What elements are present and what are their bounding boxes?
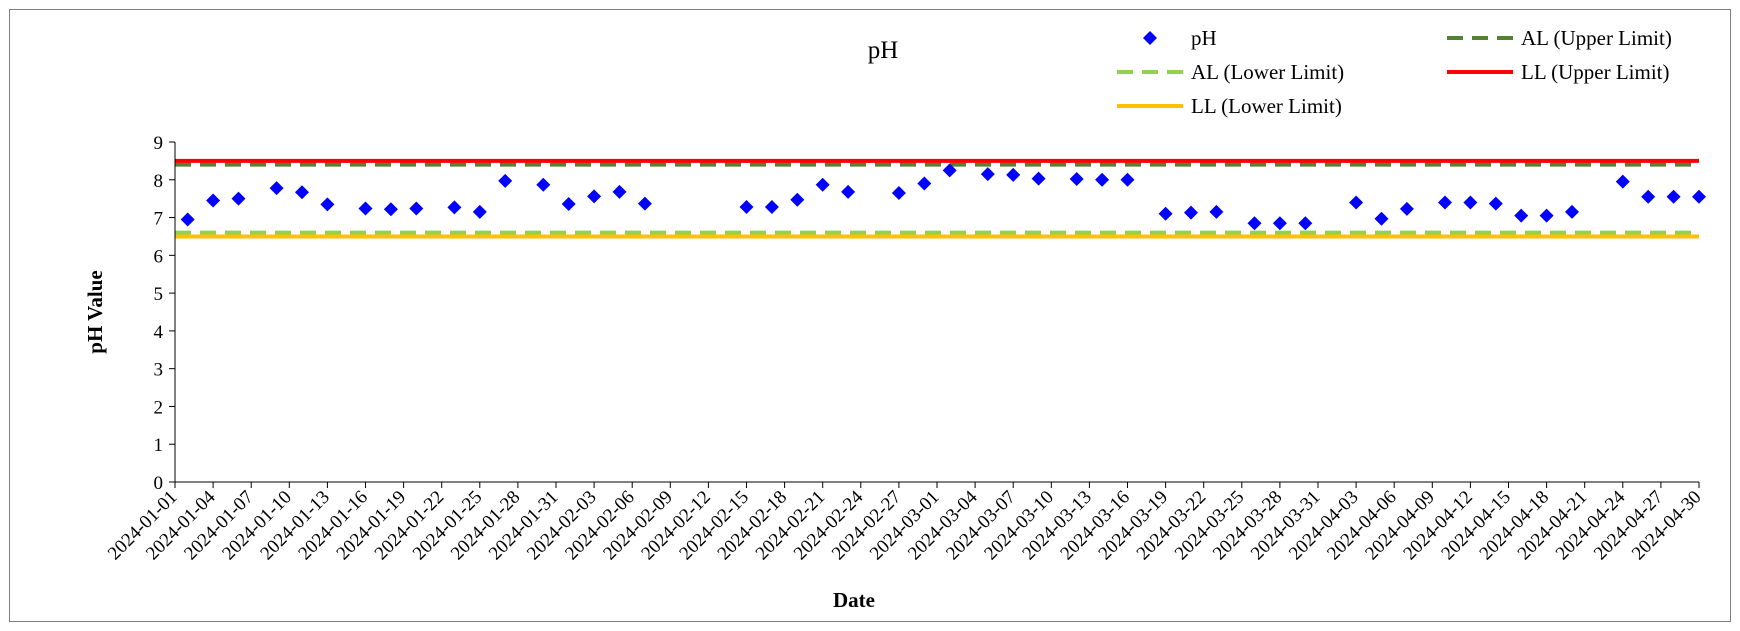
y-tick-label: 1	[154, 435, 164, 456]
ph-point	[295, 185, 309, 200]
chart-frame: pH pH Value Date 0 1 2 3 4 5 6 7 8 9 2024-01-01 202…	[9, 9, 1731, 622]
ph-point	[358, 201, 373, 216]
ph-point	[498, 173, 513, 188]
ph-point	[815, 177, 830, 192]
ph-point	[587, 189, 602, 204]
ph-point	[637, 196, 652, 211]
ph-point	[1095, 172, 1110, 187]
ph-point	[561, 196, 576, 211]
ph-point	[269, 181, 284, 196]
ph-point	[1069, 172, 1084, 187]
legend-item-ph: pH	[1143, 26, 1217, 50]
ph-points	[180, 163, 1706, 231]
legend-label: LL (Lower Limit)	[1191, 94, 1342, 118]
ph-chart: pH pH Value Date 01234567892024-01-01202…	[83, 26, 1706, 612]
ph-point	[612, 184, 627, 199]
ph-point	[536, 177, 551, 192]
y-tick-label: 2	[154, 397, 164, 418]
ph-point	[1374, 211, 1389, 226]
ph-point	[447, 200, 462, 215]
ph-point	[1298, 216, 1313, 231]
legend-item-ll-upper-limit: LL (Upper Limit)	[1447, 60, 1670, 84]
ph-point	[1006, 167, 1021, 182]
y-axis-title: pH Value	[83, 270, 107, 353]
y-tick-label: 9	[154, 133, 164, 154]
ph-point	[472, 204, 487, 219]
ph-point	[1184, 205, 1198, 220]
ph-point	[206, 193, 221, 208]
ph-point	[841, 184, 856, 199]
ph-point	[1615, 174, 1630, 189]
ph-point	[1247, 216, 1262, 231]
ph-point	[980, 167, 995, 182]
limit-lines	[175, 158, 1699, 239]
ph-point	[409, 201, 424, 216]
ph-point	[917, 176, 932, 191]
ph-point	[1399, 201, 1414, 216]
ph-point	[764, 199, 779, 214]
ph-point	[320, 197, 335, 212]
y-tick-label: 7	[154, 209, 164, 230]
ph-point	[1349, 195, 1364, 210]
x-axis-title: Date	[833, 588, 875, 612]
legend-item-al-lower-limit: AL (Lower Limit)	[1117, 60, 1344, 84]
ph-point	[1158, 206, 1173, 221]
ph-point	[1539, 208, 1554, 223]
y-tick-label: 3	[154, 360, 164, 381]
legend-symbol	[1143, 31, 1157, 45]
ph-point	[383, 202, 398, 217]
ph-point	[1463, 195, 1478, 210]
ph-point	[1565, 204, 1579, 219]
ph-point	[1209, 204, 1224, 219]
legend-item-ll-lower-limit: LL (Lower Limit)	[1117, 94, 1342, 118]
ph-point	[1514, 208, 1529, 223]
ph-point	[739, 199, 754, 214]
ph-point	[231, 191, 246, 206]
ph-point	[891, 186, 906, 200]
ph-point	[1692, 189, 1706, 204]
y-tick-label: 4	[154, 322, 164, 343]
y-tick-label: 8	[154, 171, 164, 192]
legend: pH AL (Upper Limit) AL (Lower Limit) LL (Up…	[1117, 26, 1672, 118]
ph-point	[1272, 216, 1287, 231]
y-tick-label: 5	[154, 284, 164, 305]
legend-label: AL (Upper Limit)	[1521, 26, 1672, 50]
ph-point	[1438, 195, 1452, 210]
ph-point	[790, 192, 805, 207]
y-tick-label: 6	[154, 246, 164, 267]
ph-point	[1666, 189, 1681, 204]
chart-title: pH	[868, 37, 899, 64]
ph-point	[180, 212, 195, 227]
legend-item-al-upper-limit: AL (Upper Limit)	[1447, 26, 1672, 50]
axes: 01234567892024-01-012024-01-042024-01-07…	[104, 133, 1706, 564]
ph-point	[1488, 196, 1503, 211]
legend-label: LL (Upper Limit)	[1521, 60, 1670, 84]
legend-label: pH	[1191, 26, 1217, 50]
legend-label: AL (Lower Limit)	[1191, 60, 1344, 84]
ph-point	[1120, 172, 1135, 187]
ph-point	[942, 163, 957, 178]
y-tick-label: 0	[154, 473, 164, 494]
ph-point	[1641, 189, 1656, 204]
ph-point	[1031, 171, 1046, 186]
